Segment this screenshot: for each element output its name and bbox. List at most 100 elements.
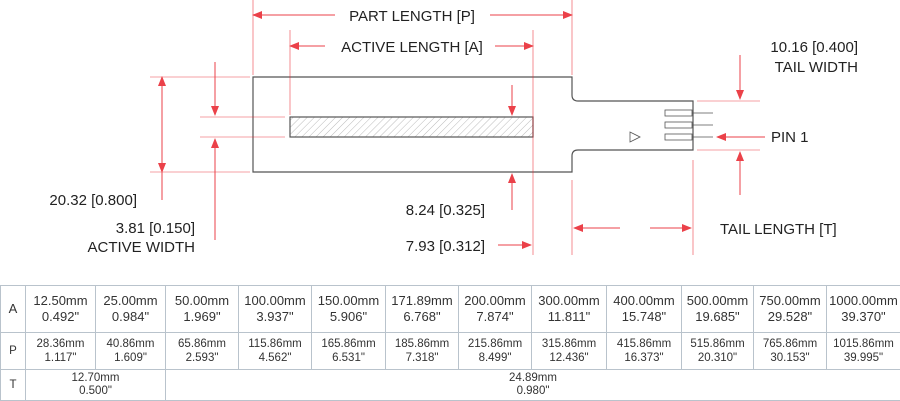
value-mm: 750.00mm xyxy=(754,293,826,309)
value-inch: 39.995" xyxy=(827,351,900,365)
value-mm: 150.00mm xyxy=(312,293,385,309)
value-inch: 0.500" xyxy=(26,385,165,398)
tail-width-label: TAIL WIDTH xyxy=(775,59,858,76)
active-width-value: 3.81 [0.150] xyxy=(116,220,195,237)
value-mm: 165.86mm xyxy=(312,337,385,351)
value-inch: 7.874" xyxy=(459,309,531,325)
sensor-drawing: PART LENGTH [P] ACTIVE LENGTH [A] 10.16 … xyxy=(0,0,900,285)
value-inch: 15.748" xyxy=(607,309,681,325)
value-inch: 12.436" xyxy=(532,351,606,365)
value-mm: 185.86mm xyxy=(386,337,458,351)
value-mm: 115.86mm xyxy=(239,337,311,351)
row-label: P xyxy=(1,333,26,370)
part-length-label: PART LENGTH [P] xyxy=(349,8,475,25)
value-mm: 40.86mm xyxy=(96,337,165,351)
value-mm: 171.89mm xyxy=(386,293,458,309)
value-mm: 12.50mm xyxy=(26,293,95,309)
value-mm: 200.00mm xyxy=(459,293,531,309)
value-inch: 4.562" xyxy=(239,351,311,365)
value-inch: 1.609" xyxy=(96,351,165,365)
value-inch: 2.593" xyxy=(166,351,238,365)
value-inch: 19.685" xyxy=(682,309,753,325)
row-label: T xyxy=(1,370,26,401)
value-mm: 65.86mm xyxy=(166,337,238,351)
active-width-label: ACTIVE WIDTH xyxy=(88,239,196,256)
tail-width-value: 10.16 [0.400] xyxy=(770,39,858,56)
overall-width-label: 20.32 [0.800] xyxy=(49,192,137,209)
value-mm: 315.86mm xyxy=(532,337,606,351)
sensor-outline xyxy=(253,77,713,172)
value-inch: 1.969" xyxy=(166,309,238,325)
value-mm: 1000.00mm xyxy=(827,293,900,309)
value-mm: 12.70mm xyxy=(26,372,165,385)
dim-824-label: 8.24 [0.325] xyxy=(406,202,485,219)
value-inch: 30.153" xyxy=(754,351,826,365)
value-mm: 400.00mm xyxy=(607,293,681,309)
value-inch: 0.492" xyxy=(26,309,95,325)
value-mm: 1015.86mm xyxy=(827,337,900,351)
value-inch: 1.117" xyxy=(26,351,95,365)
value-inch: 16.373" xyxy=(607,351,681,365)
tail-length-label: TAIL LENGTH [T] xyxy=(720,221,837,238)
value-inch: 20.310" xyxy=(682,351,753,365)
value-mm: 25.00mm xyxy=(96,293,165,309)
value-mm: 215.86mm xyxy=(459,337,531,351)
active-area xyxy=(290,117,533,137)
value-mm: 500.00mm xyxy=(682,293,753,309)
value-inch: 8.499" xyxy=(459,351,531,365)
value-inch: 5.906" xyxy=(312,309,385,325)
value-inch: 39.370" xyxy=(827,309,900,325)
value-inch: 0.984" xyxy=(96,309,165,325)
dim-793-label: 7.93 [0.312] xyxy=(406,238,485,255)
value-inch: 6.531" xyxy=(312,351,385,365)
value-mm: 515.86mm xyxy=(682,337,753,351)
value-inch: 3.937" xyxy=(239,309,311,325)
value-mm: 765.86mm xyxy=(754,337,826,351)
connector-pins xyxy=(665,110,713,140)
value-inch: 11.811" xyxy=(532,309,606,325)
value-inch: 29.528" xyxy=(754,309,826,325)
value-mm: 28.36mm xyxy=(26,337,95,351)
value-mm: 415.86mm xyxy=(607,337,681,351)
value-inch: 0.980" xyxy=(166,385,900,398)
pin1-label: PIN 1 xyxy=(771,129,809,146)
value-mm: 100.00mm xyxy=(239,293,311,309)
value-mm: 50.00mm xyxy=(166,293,238,309)
value-inch: 7.318" xyxy=(386,351,458,365)
pin1-triangle xyxy=(630,132,640,142)
value-inch: 6.768" xyxy=(386,309,458,325)
value-mm: 24.89mm xyxy=(166,372,900,385)
row-label: A xyxy=(1,286,26,333)
value-mm: 300.00mm xyxy=(532,293,606,309)
